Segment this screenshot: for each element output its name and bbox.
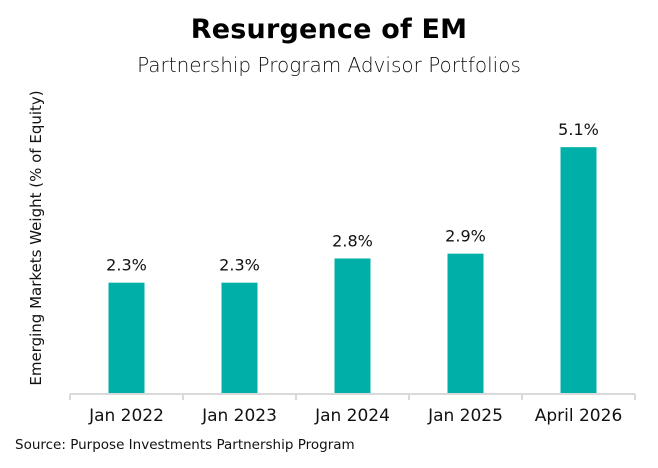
bar — [334, 258, 371, 394]
data-label: 5.1% — [558, 120, 599, 139]
chart-subtitle: Partnership Program Advisor Portfolios — [137, 53, 521, 77]
x-tick-label: Jan 2025 — [427, 406, 503, 426]
x-tick-label: Jan 2023 — [201, 406, 277, 426]
source-note: Source: Purpose Investments Partnership … — [15, 437, 355, 453]
bar — [221, 282, 258, 394]
data-label: 2.3% — [219, 256, 260, 275]
bar — [108, 282, 145, 394]
x-tick-label: April 2026 — [535, 406, 623, 426]
data-label: 2.8% — [332, 231, 373, 250]
data-label: 2.9% — [445, 227, 486, 246]
chart-title: Resurgence of EM — [190, 14, 468, 45]
data-label: 2.3% — [106, 256, 147, 275]
bar — [447, 253, 484, 394]
x-tick-label: Jan 2024 — [314, 406, 390, 426]
x-tick-label: Jan 2022 — [88, 406, 164, 426]
bar — [560, 147, 597, 394]
